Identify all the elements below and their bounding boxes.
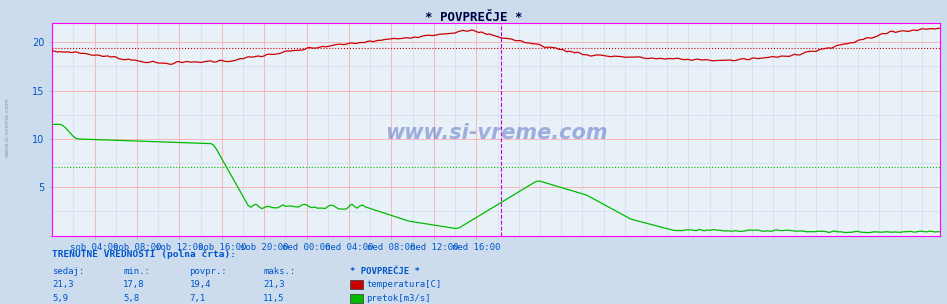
Text: * POVPREČJE *: * POVPREČJE * [425, 11, 522, 24]
Text: maks.:: maks.: [263, 267, 295, 276]
Text: www.si-vreme.com: www.si-vreme.com [384, 123, 608, 143]
Text: TRENUTNE VREDNOSTI (polna črta):: TRENUTNE VREDNOSTI (polna črta): [52, 249, 236, 259]
Text: * POVPREČJE *: * POVPREČJE * [350, 267, 420, 276]
Text: sedaj:: sedaj: [52, 267, 84, 276]
Text: min.:: min.: [123, 267, 150, 276]
Text: 21,3: 21,3 [263, 280, 285, 289]
Text: www.si-vreme.com: www.si-vreme.com [5, 98, 10, 157]
Text: pretok[m3/s]: pretok[m3/s] [366, 294, 431, 303]
Text: 19,4: 19,4 [189, 280, 211, 289]
Text: 21,3: 21,3 [52, 280, 74, 289]
Text: povpr.:: povpr.: [189, 267, 227, 276]
Text: 5,8: 5,8 [123, 294, 139, 303]
Text: temperatura[C]: temperatura[C] [366, 280, 441, 289]
Text: 11,5: 11,5 [263, 294, 285, 303]
Text: 17,8: 17,8 [123, 280, 145, 289]
Text: 7,1: 7,1 [189, 294, 205, 303]
Text: 5,9: 5,9 [52, 294, 68, 303]
